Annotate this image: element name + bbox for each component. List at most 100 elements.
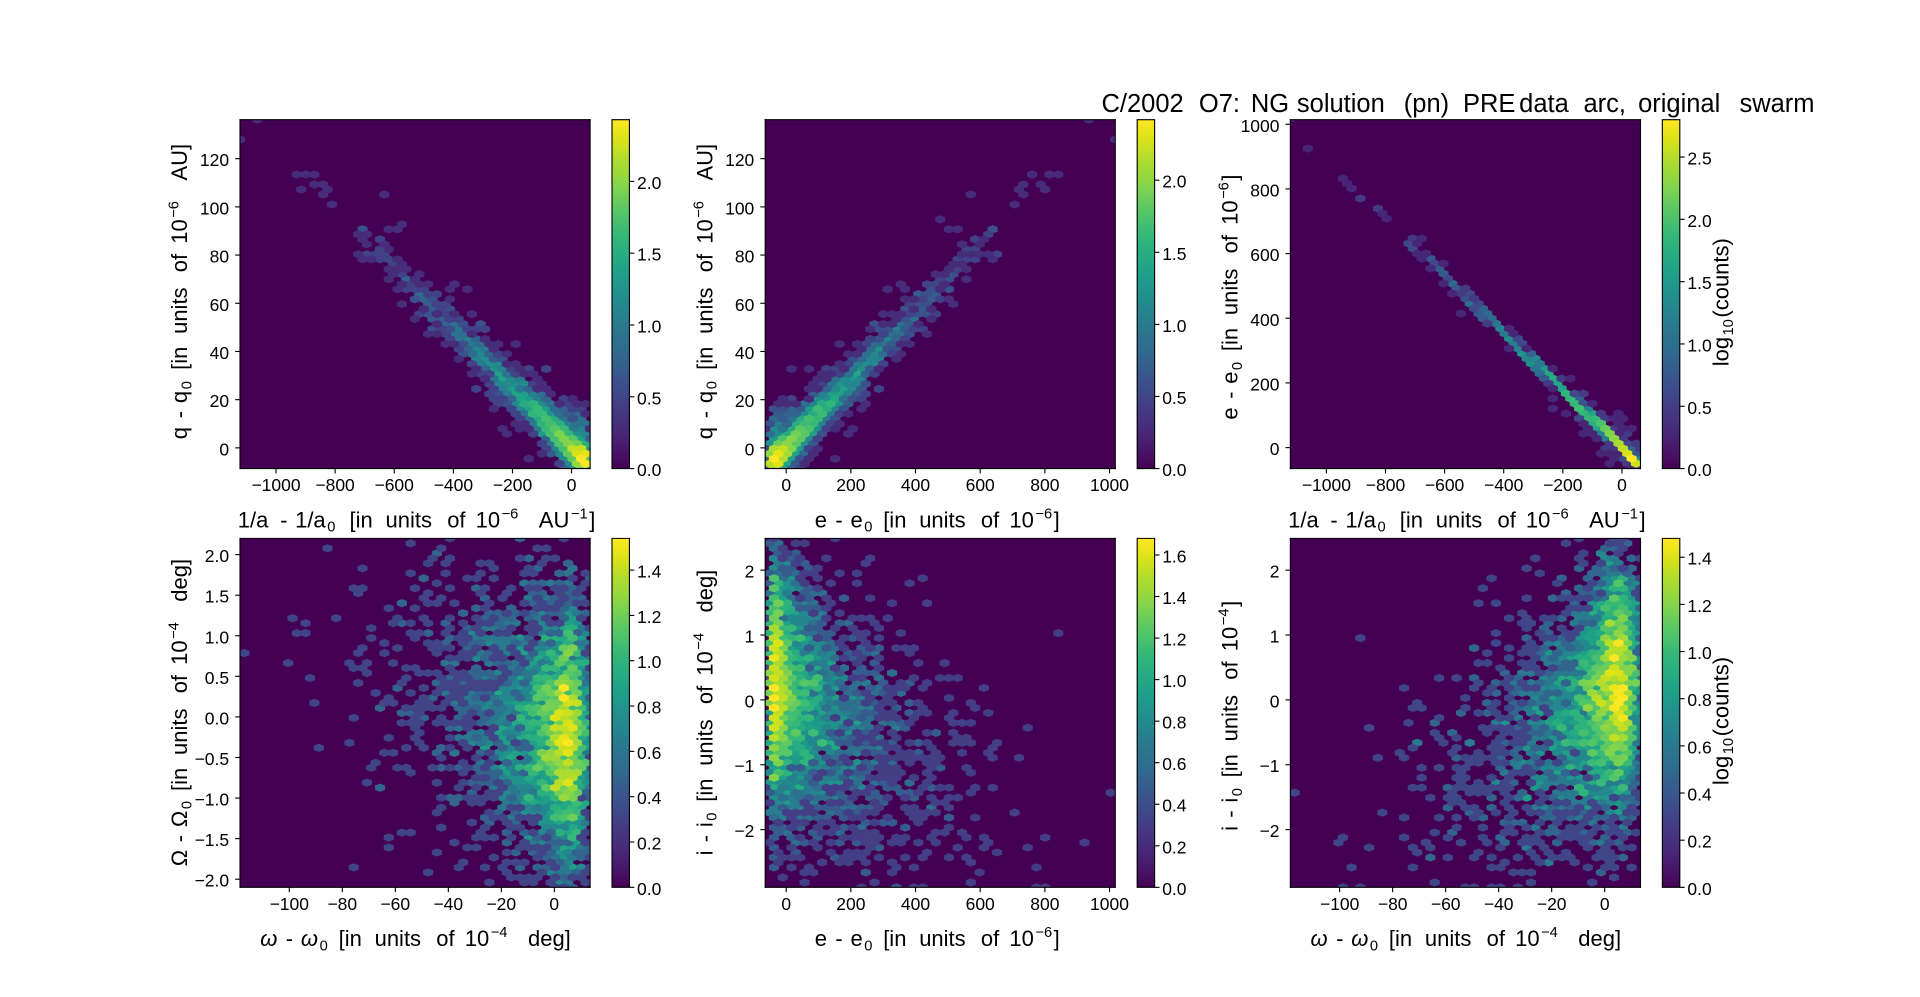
svg-text:e-e0[inunitsof10−6]: e-e0[inunitsof10−6]: [815, 925, 1060, 954]
svg-text:−1000: −1000: [1302, 475, 1351, 495]
svg-text:0.2: 0.2: [1162, 837, 1186, 857]
svg-text:0: 0: [1600, 894, 1610, 914]
svg-text:e-e0[inunitsof10−6]: e-e0[inunitsof10−6]: [1217, 174, 1246, 419]
svg-text:800: 800: [1030, 894, 1059, 914]
svg-text:20: 20: [735, 391, 755, 411]
svg-text:1.5: 1.5: [1687, 273, 1711, 293]
svg-text:600: 600: [1250, 245, 1279, 265]
svg-text:0.0: 0.0: [637, 460, 662, 480]
svg-text:0.5: 0.5: [1162, 388, 1186, 408]
svg-text:1.5: 1.5: [1162, 244, 1186, 264]
svg-text:2.0: 2.0: [1687, 211, 1712, 231]
svg-text:0.0: 0.0: [1162, 460, 1187, 480]
svg-text:−600: −600: [1425, 475, 1465, 495]
svg-text:0.5: 0.5: [1687, 398, 1711, 418]
svg-text:1000: 1000: [1090, 894, 1129, 914]
svg-text:0.8: 0.8: [1687, 690, 1711, 710]
svg-text:1.5: 1.5: [637, 245, 661, 265]
svg-text:0: 0: [745, 691, 755, 711]
svg-text:1.0: 1.0: [637, 316, 662, 336]
svg-text:q-q0[inunitsof10−6AU]: q-q0[inunitsof10−6AU]: [691, 144, 720, 439]
svg-text:−1.5: −1.5: [195, 830, 230, 850]
svg-text:0: 0: [219, 439, 229, 459]
svg-text:−80: −80: [1378, 894, 1408, 914]
svg-text:1: 1: [745, 626, 755, 646]
svg-text:400: 400: [1250, 310, 1279, 330]
svg-text:1: 1: [1270, 626, 1280, 646]
svg-text:1.0: 1.0: [637, 652, 662, 672]
svg-text:−40: −40: [1484, 894, 1514, 914]
svg-text:0: 0: [1617, 475, 1627, 495]
svg-text:log10(counts): log10(counts): [1708, 238, 1736, 366]
svg-text:1.2: 1.2: [1687, 596, 1711, 616]
svg-text:120: 120: [200, 150, 229, 170]
svg-text:−2.0: −2.0: [195, 871, 230, 891]
svg-text:1.0: 1.0: [205, 627, 230, 647]
svg-text:1.4: 1.4: [637, 562, 662, 582]
svg-text:1.0: 1.0: [1687, 643, 1712, 663]
svg-text:0.8: 0.8: [1162, 713, 1186, 733]
svg-text:200: 200: [836, 894, 865, 914]
svg-text:i-i0[inunitsof10−4]: i-i0[inunitsof10−4]: [1217, 601, 1246, 831]
svg-text:−1: −1: [1260, 756, 1280, 776]
svg-text:0.0: 0.0: [1687, 460, 1712, 480]
svg-text:0.0: 0.0: [1687, 879, 1712, 899]
svg-text:200: 200: [1250, 374, 1279, 394]
svg-text:0.5: 0.5: [637, 388, 661, 408]
svg-text:0.0: 0.0: [1162, 879, 1187, 899]
svg-text:1/a-1/a0[inunitsof10−6AU−1]: 1/a -1/a 0 [in units of 10 −6 AU −1]: [238, 506, 596, 535]
svg-text:1.6: 1.6: [1162, 546, 1186, 566]
svg-text:2: 2: [745, 562, 755, 582]
svg-text:−100: −100: [1320, 894, 1360, 914]
svg-text:2.5: 2.5: [1687, 148, 1711, 168]
svg-text:100: 100: [725, 198, 754, 218]
svg-text:0: 0: [1270, 439, 1280, 459]
svg-text:0.0: 0.0: [205, 708, 230, 728]
svg-text:−1: −1: [734, 756, 754, 776]
svg-text:0.2: 0.2: [637, 833, 661, 853]
svg-text:−100: −100: [270, 894, 310, 914]
svg-text:0.4: 0.4: [637, 788, 662, 808]
svg-text:1.4: 1.4: [1687, 549, 1712, 569]
svg-text:−800: −800: [315, 475, 355, 495]
svg-text:ω-ω0[inunitsof10−4deg]: ω - ω 0 [in units of 10−4 deg]: [260, 925, 571, 954]
svg-text:0.6: 0.6: [1687, 737, 1711, 757]
svg-text:0.6: 0.6: [637, 743, 661, 763]
svg-text:2: 2: [1270, 562, 1280, 582]
svg-text:1.0: 1.0: [1162, 671, 1187, 691]
svg-text:−60: −60: [1431, 894, 1461, 914]
svg-text:−20: −20: [1537, 894, 1567, 914]
svg-text:2.0: 2.0: [205, 546, 230, 566]
svg-text:log10(counts): log10(counts): [1708, 657, 1736, 785]
svg-text:40: 40: [210, 343, 230, 363]
svg-text:1000: 1000: [1241, 116, 1280, 136]
svg-text:0.5: 0.5: [205, 668, 229, 688]
svg-text:−1000: −1000: [251, 475, 300, 495]
svg-text:20: 20: [210, 391, 230, 411]
svg-text:1.2: 1.2: [1162, 630, 1186, 650]
svg-text:ω-ω0[inunitsof10−4deg]: ω - ω 0 [in units of 10−4 deg]: [1310, 925, 1621, 954]
svg-text:120: 120: [725, 150, 754, 170]
svg-text:1.5: 1.5: [205, 587, 229, 607]
svg-text:−2: −2: [1260, 821, 1280, 841]
svg-text:60: 60: [210, 295, 230, 315]
svg-text:−2: −2: [734, 821, 754, 841]
svg-text:600: 600: [966, 475, 995, 495]
svg-text:400: 400: [901, 894, 930, 914]
svg-text:−400: −400: [434, 475, 474, 495]
svg-text:1.2: 1.2: [637, 607, 661, 627]
svg-text:800: 800: [1030, 475, 1059, 495]
svg-text:i-i0[inunitsof10−4deg]: i-i0[inunitsof10−4deg]: [691, 570, 720, 856]
svg-text:0: 0: [745, 439, 755, 459]
svg-text:q-q0[inunitsof10−6AU]: q-q0[inunitsof10−6AU]: [166, 144, 195, 439]
svg-text:100: 100: [200, 198, 229, 218]
svg-text:400: 400: [901, 475, 930, 495]
svg-text:e-e0[inunitsof10−6]: e-e0[inunitsof10−6]: [815, 506, 1060, 535]
svg-text:0.4: 0.4: [1687, 785, 1712, 805]
svg-text:−40: −40: [433, 894, 463, 914]
svg-text:−20: −20: [486, 894, 516, 914]
svg-text:40: 40: [735, 343, 755, 363]
svg-text:−800: −800: [1366, 475, 1406, 495]
svg-text:−600: −600: [375, 475, 415, 495]
